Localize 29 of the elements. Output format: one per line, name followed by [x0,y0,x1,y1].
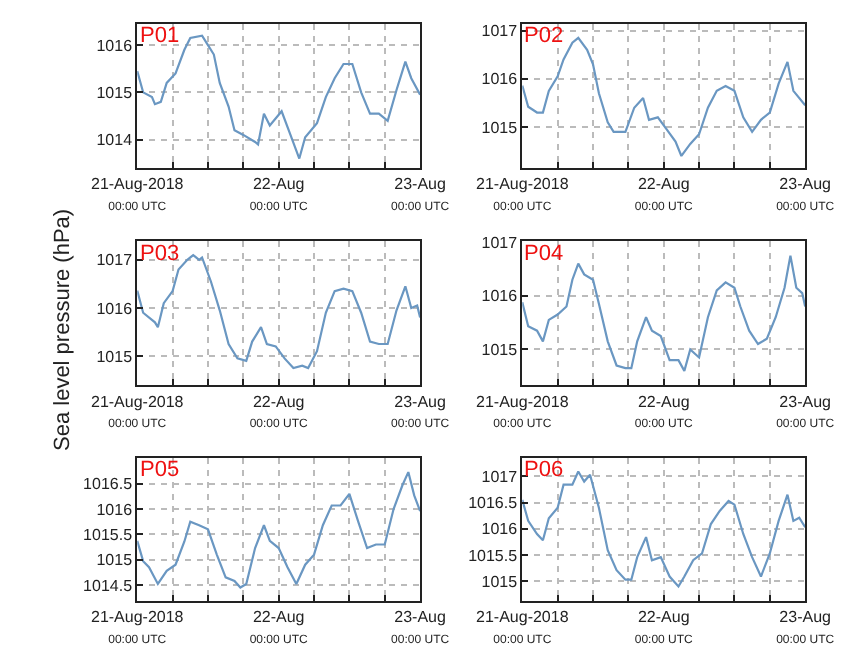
y-tick-label: 1017 [96,251,134,270]
y-tick-label: 1015 [96,551,134,570]
y-tick-label: 1017 [481,22,519,41]
y-tick-label: 1016 [96,36,134,55]
annotation: P06 [524,458,564,482]
annotation: P05 [140,458,180,482]
annotation: P02 [524,24,564,48]
y-tick-label: 1016 [481,287,519,306]
y-tick-label: 1016 [96,500,134,519]
y-tick-label: 1015.5 [83,525,134,544]
y-tick-label: 1015 [481,118,519,137]
y-tick-label: 1017 [481,233,519,252]
y-tick-label: 1016 [96,299,134,318]
annotation: P03 [140,242,180,266]
y-tick-label: 1015 [481,341,519,360]
y-tick-label: 1015.5 [468,546,519,565]
y-tick-label: 1017 [481,467,519,486]
y-tick-label: 1016.5 [83,475,134,494]
y-tick-label: 1015 [96,83,134,102]
y-tick-label: 1016 [481,520,519,539]
annotation: P04 [524,242,564,266]
y-tick-label: 1016 [481,70,519,89]
y-tick-label: 1014 [96,131,134,150]
y-tick-label: 1015 [96,347,134,366]
y-tick-label: 1015 [481,572,519,591]
y-tick-label: 1014.5 [83,576,134,595]
y-axis-title: Sea level pressure (hPa) [51,208,75,451]
y-tick-label: 1016.5 [468,494,519,513]
annotation: P01 [140,24,180,48]
